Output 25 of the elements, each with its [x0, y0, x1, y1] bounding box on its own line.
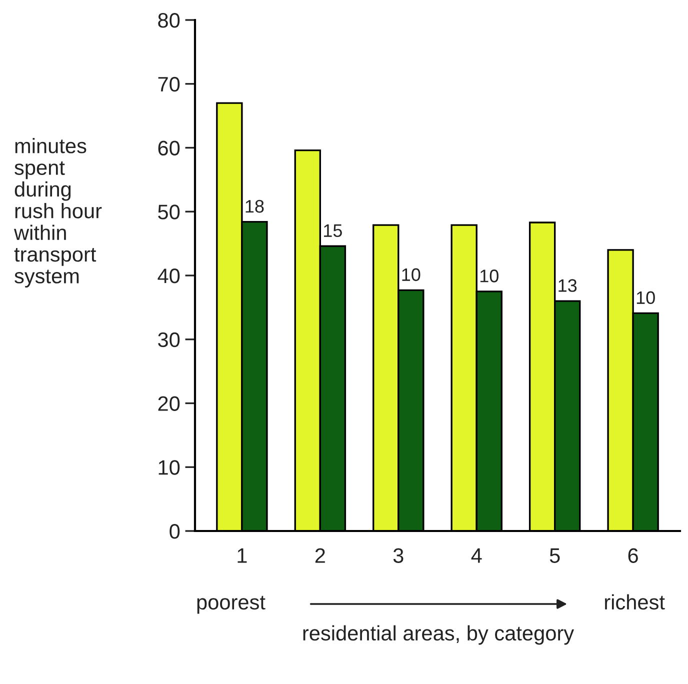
y-tick-label: 30: [158, 332, 180, 348]
y-tick-label: 70: [158, 76, 180, 92]
y-tick-label: 0: [170, 524, 180, 539]
annotation: 10: [480, 270, 498, 282]
y-tick-label: 80: [158, 13, 180, 28]
x-tick-label: 3: [393, 548, 404, 563]
annotation: 10: [636, 291, 655, 304]
x-tick-label: 1: [238, 548, 247, 563]
x-tick-label: 5: [550, 548, 560, 563]
annotation: 15: [324, 224, 342, 237]
annotation: 18: [246, 200, 264, 213]
annotation: 10: [402, 268, 420, 282]
y-tick-label: 10: [158, 460, 180, 475]
y-tick-label: 50: [158, 204, 180, 220]
text: richest: [605, 594, 665, 610]
y-tick-label: 20: [158, 396, 180, 412]
x-tick-label: 4: [471, 548, 482, 563]
text: poorest: [197, 596, 266, 614]
y-axis-title: minutes spent during rush hour within transport system: [14, 138, 102, 288]
x-tick-label: 6: [628, 548, 638, 563]
annotation: 13: [558, 279, 577, 292]
y-tick-label: 60: [158, 140, 180, 156]
x-tick-label: 2: [315, 548, 325, 563]
x-axis-title: residential areas, by category: [303, 625, 574, 645]
y-tick-label: 40: [158, 268, 180, 284]
